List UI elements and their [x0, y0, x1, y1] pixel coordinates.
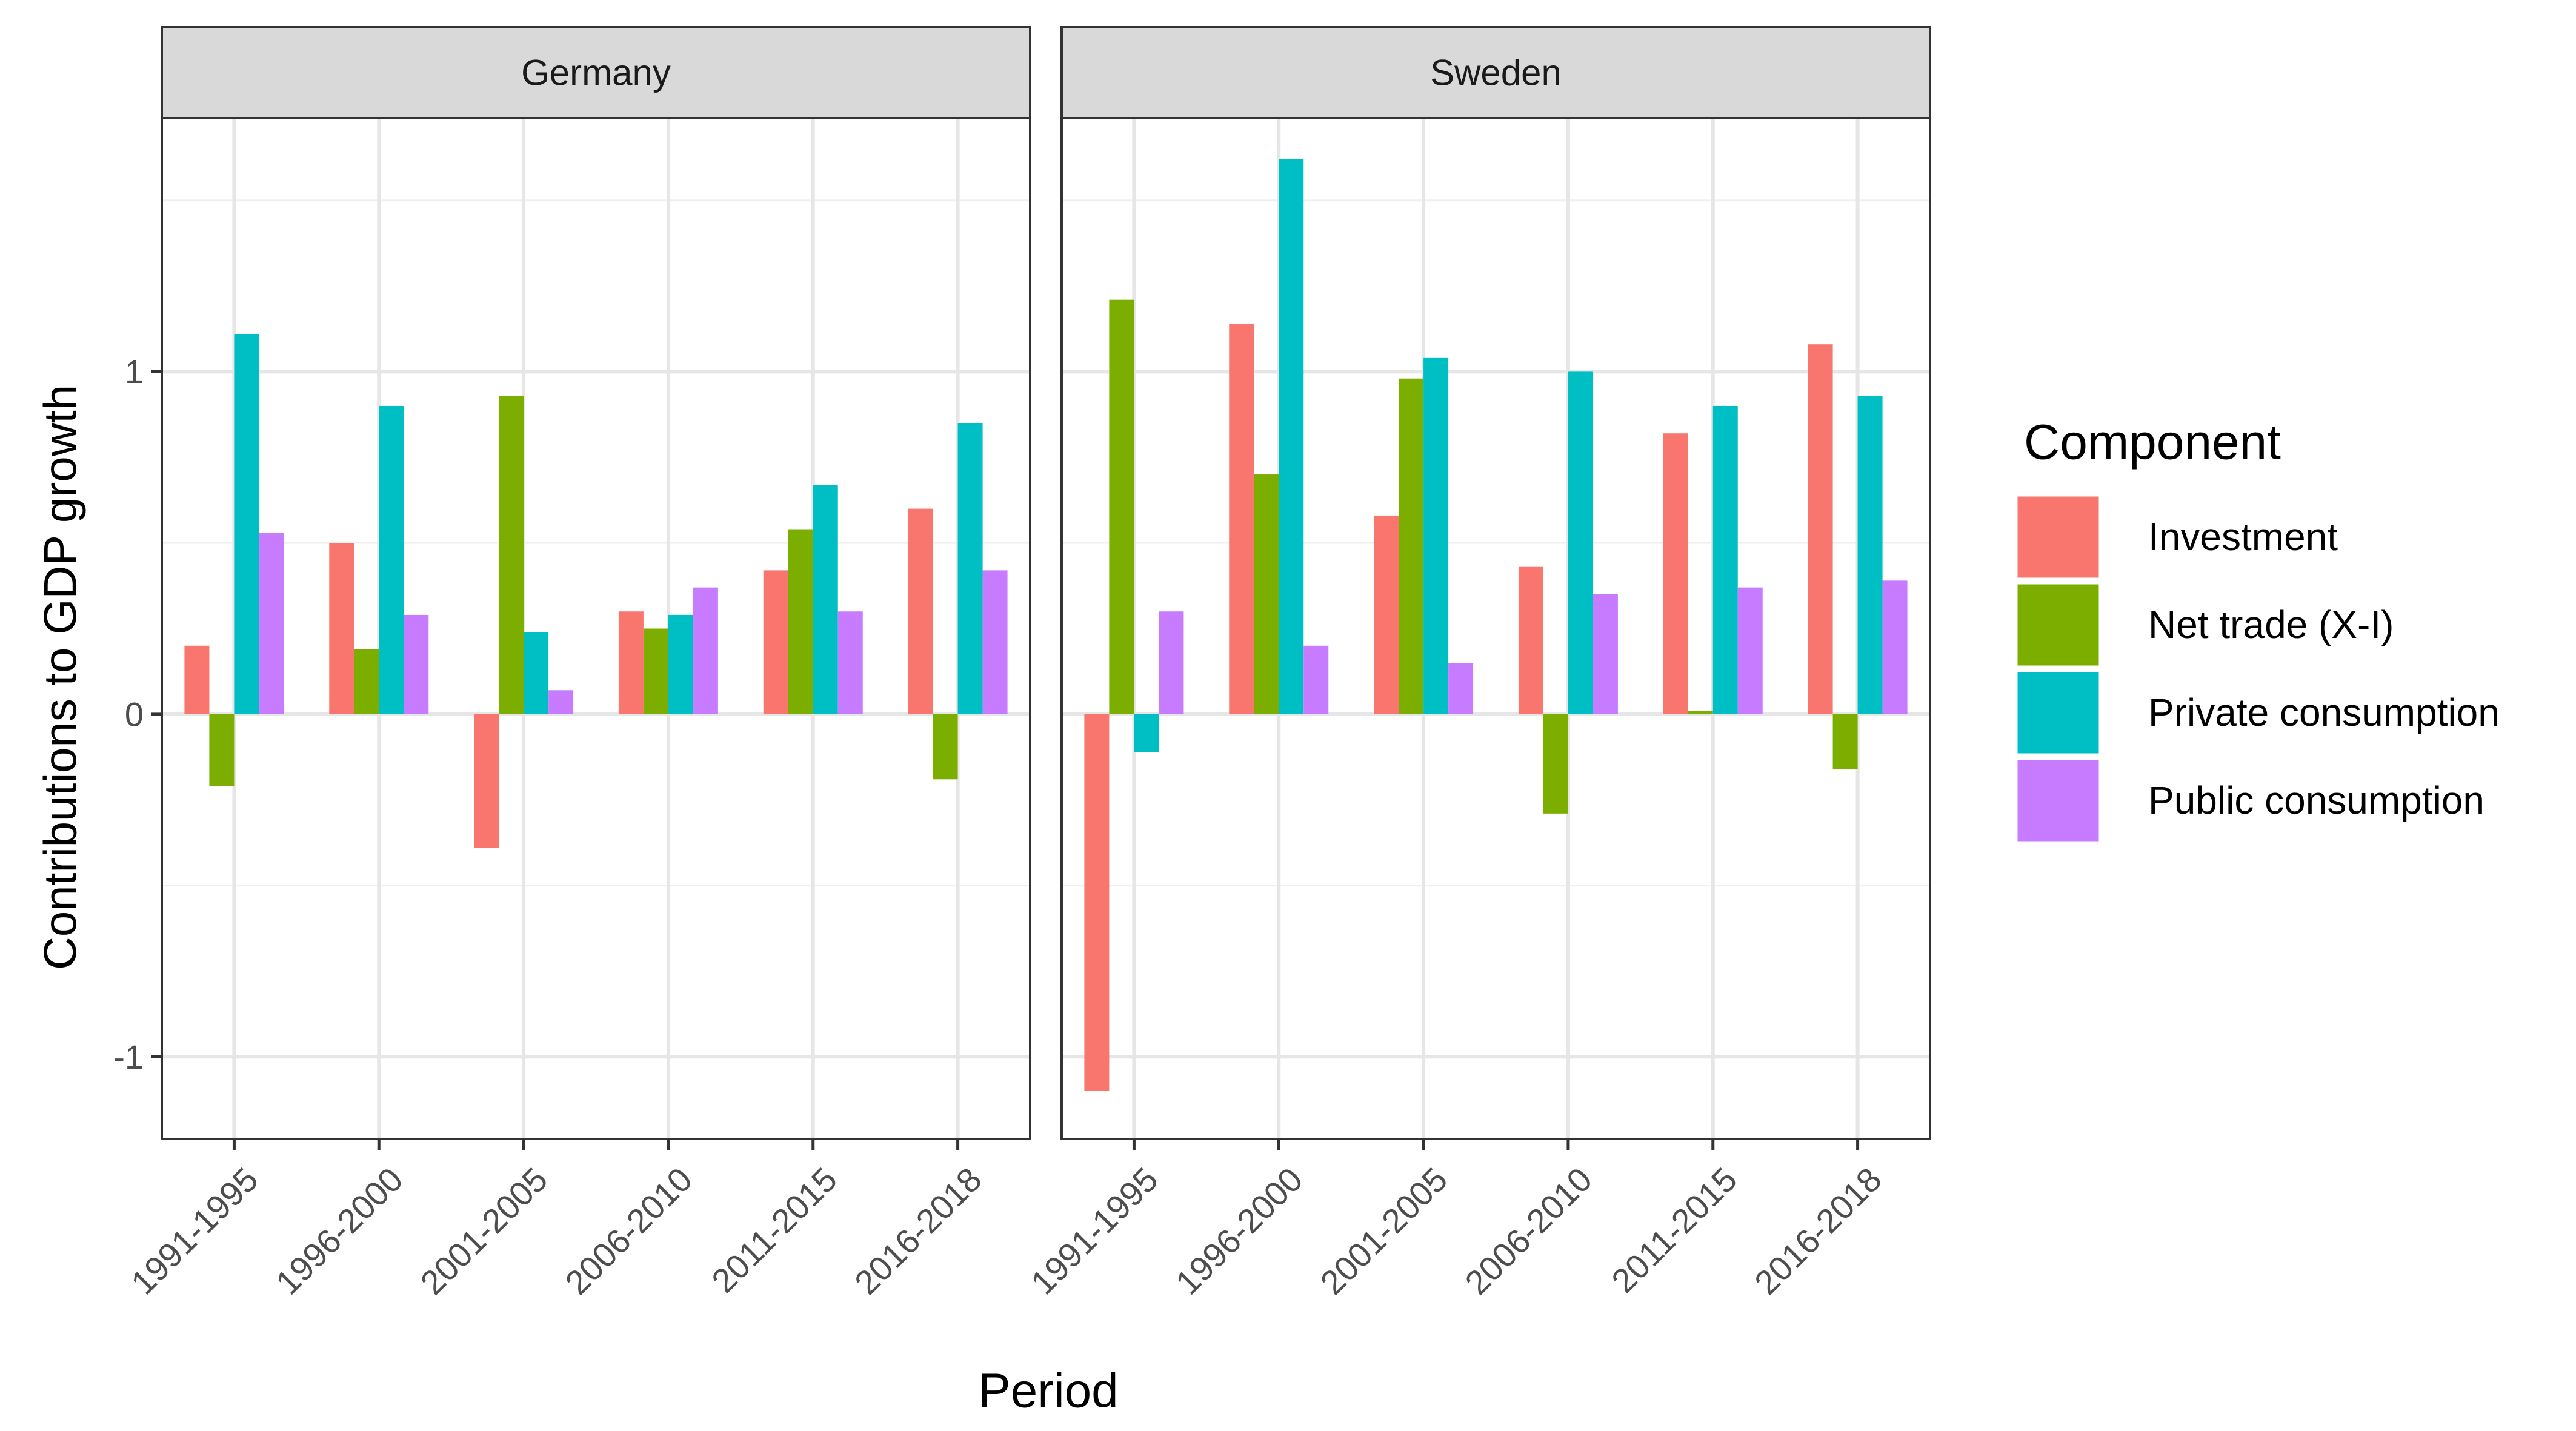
- bar-sweden-1991-1995-private-consumption: [1134, 714, 1159, 752]
- bar-sweden-1996-2000-private-consumption: [1279, 159, 1303, 714]
- legend-title: Component: [2024, 415, 2281, 470]
- bar-germany-2006-2010-private-consumption: [668, 615, 693, 714]
- y-tick-label: -1: [113, 1038, 144, 1076]
- x-axis-title: Period: [978, 1364, 1118, 1418]
- bar-sweden-2011-2015-private-consumption: [1713, 406, 1738, 714]
- bar-sweden-2016-2018-net-trade-x-i-: [1833, 714, 1858, 769]
- bar-germany-2016-2018-investment: [908, 509, 933, 714]
- bar-germany-1991-1995-net-trade-x-i-: [209, 714, 234, 786]
- bar-germany-2011-2015-public-consumption: [838, 611, 863, 714]
- bar-germany-2006-2010-public-consumption: [693, 588, 718, 714]
- bar-sweden-1991-1995-investment: [1084, 714, 1109, 1091]
- bar-germany-1996-2000-private-consumption: [379, 406, 404, 714]
- bar-germany-2001-2005-investment: [474, 714, 499, 848]
- bar-germany-1996-2000-net-trade-x-i-: [354, 649, 379, 714]
- bar-sweden-1991-1995-net-trade-x-i-: [1109, 300, 1134, 714]
- bar-germany-1996-2000-investment: [329, 543, 354, 714]
- y-tick-label: 0: [125, 695, 144, 733]
- bar-germany-2011-2015-private-consumption: [813, 485, 838, 714]
- bar-germany-1991-1995-public-consumption: [259, 533, 284, 714]
- legend-key-net-trade-x-i-: [2017, 583, 2100, 666]
- legend-key-private-consumption: [2017, 671, 2100, 754]
- bar-sweden-2016-2018-public-consumption: [1883, 580, 1908, 714]
- legend-label-public-consumption: Public consumption: [2148, 779, 2484, 822]
- bar-sweden-2006-2010-public-consumption: [1593, 594, 1618, 714]
- legend-label-private-consumption: Private consumption: [2148, 691, 2500, 734]
- bar-germany-2006-2010-net-trade-x-i-: [644, 629, 668, 714]
- legend-label-net-trade-x-i-: Net trade (X-I): [2148, 603, 2394, 646]
- bar-sweden-2001-2005-net-trade-x-i-: [1399, 379, 1423, 714]
- bar-sweden-2016-2018-private-consumption: [1858, 396, 1883, 714]
- bar-sweden-2006-2010-investment: [1519, 567, 1543, 714]
- bar-germany-1991-1995-private-consumption: [234, 334, 259, 714]
- bar-germany-2016-2018-public-consumption: [983, 570, 1008, 714]
- bar-sweden-2011-2015-net-trade-x-i-: [1688, 711, 1713, 714]
- bar-sweden-1996-2000-net-trade-x-i-: [1254, 474, 1279, 714]
- bar-germany-1996-2000-public-consumption: [404, 615, 428, 714]
- legend-label-investment: Investment: [2148, 515, 2338, 559]
- bar-germany-2001-2005-public-consumption: [548, 690, 573, 714]
- bar-germany-2016-2018-net-trade-x-i-: [933, 714, 958, 779]
- bar-sweden-2001-2005-public-consumption: [1448, 663, 1473, 714]
- bar-sweden-2001-2005-private-consumption: [1423, 358, 1448, 714]
- bar-germany-2001-2005-net-trade-x-i-: [499, 396, 524, 714]
- bar-sweden-2006-2010-private-consumption: [1568, 371, 1593, 714]
- bar-germany-2006-2010-investment: [619, 611, 644, 714]
- legend-key-investment: [2017, 496, 2100, 579]
- y-axis-title: Contributions to GDP growth: [35, 385, 87, 970]
- bar-germany-2011-2015-net-trade-x-i-: [788, 530, 813, 714]
- bar-germany-2001-2005-private-consumption: [524, 632, 548, 714]
- bar-sweden-2016-2018-investment: [1808, 344, 1833, 714]
- bar-sweden-2001-2005-investment: [1374, 516, 1399, 714]
- bar-sweden-2011-2015-public-consumption: [1738, 588, 1763, 714]
- y-tick-label: 1: [125, 353, 144, 391]
- bar-sweden-2006-2010-net-trade-x-i-: [1543, 714, 1568, 814]
- legend-key-public-consumption: [2017, 759, 2100, 842]
- bar-sweden-1996-2000-public-consumption: [1303, 646, 1328, 714]
- bar-germany-1991-1995-investment: [184, 646, 209, 714]
- strip-label-germany: Germany: [521, 53, 671, 93]
- strip-label-sweden: Sweden: [1430, 53, 1562, 93]
- bar-sweden-1991-1995-public-consumption: [1159, 611, 1183, 714]
- bar-germany-2016-2018-private-consumption: [958, 423, 983, 714]
- bar-germany-2011-2015-investment: [764, 570, 788, 714]
- bar-sweden-2011-2015-investment: [1663, 433, 1688, 714]
- panel-background: [1062, 118, 1930, 1139]
- bar-sweden-1996-2000-investment: [1229, 324, 1254, 714]
- panel-background: [162, 118, 1030, 1139]
